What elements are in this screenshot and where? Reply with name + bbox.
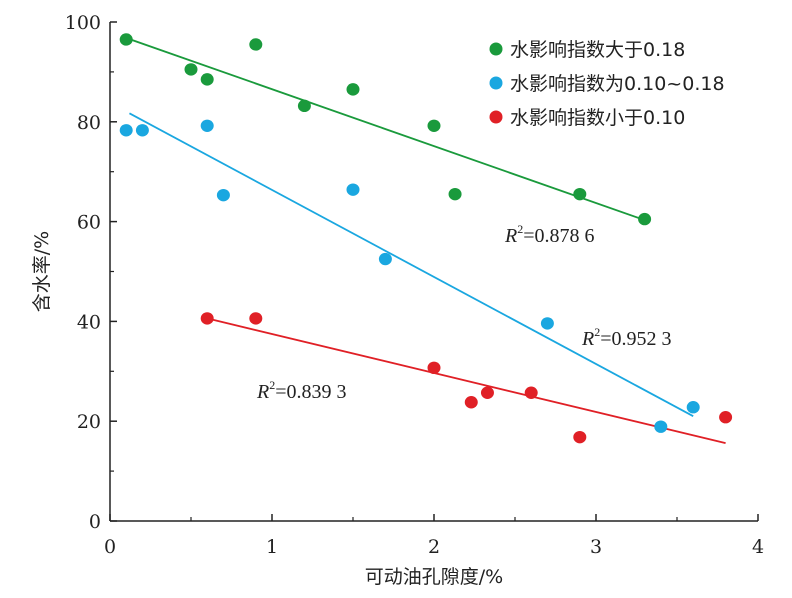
data-point-series-3 [249, 312, 263, 325]
x-tick-label: 4 [752, 536, 764, 558]
data-point-series-2 [135, 124, 149, 137]
data-point-series-1 [573, 187, 587, 201]
r-squared-label-series-1: R2=0.878 6 [504, 222, 595, 247]
data-point-series-3 [427, 361, 441, 375]
y-tick-label: 80 [77, 112, 101, 134]
data-point-series-1 [297, 99, 311, 113]
legend-marker-series-2 [489, 76, 503, 90]
data-point-series-1 [448, 187, 462, 201]
y-tick-label: 100 [65, 12, 101, 34]
y-tick-label: 20 [77, 411, 101, 433]
data-point-series-2 [686, 401, 700, 414]
x-tick-label: 2 [428, 536, 440, 558]
fit-line-series-2 [129, 112, 694, 418]
data-point-series-3 [200, 312, 214, 325]
fit-line-series-3 [206, 317, 726, 445]
data-point-series-2 [200, 119, 214, 132]
data-point-series-1 [638, 212, 652, 226]
x-tick-label: 0 [104, 536, 116, 558]
data-point-series-3 [719, 411, 733, 424]
data-point-series-3 [480, 386, 494, 399]
data-point-series-2 [119, 124, 133, 137]
data-point-series-3 [464, 396, 478, 409]
legend-label-series-2: 水影响指数为0.10~0.18 [510, 73, 725, 95]
data-point-series-1 [346, 83, 360, 96]
data-point-series-1 [427, 119, 441, 132]
x-axis-title: 可动油孔隙度/% [365, 566, 503, 588]
data-point-series-1 [200, 73, 214, 86]
data-point-series-1 [184, 63, 198, 76]
data-point-series-3 [524, 386, 538, 399]
data-point-series-1 [249, 38, 263, 51]
legend-label-series-1: 水影响指数大于0.18 [510, 39, 685, 61]
legend: 水影响指数大于0.18 水影响指数为0.10~0.18 水影响指数小于0.10 [489, 39, 725, 129]
data-point-series-2 [378, 252, 392, 266]
data-point-series-2 [216, 188, 230, 202]
data-point-series-3 [573, 430, 587, 444]
legend-marker-series-1 [489, 42, 503, 56]
y-tick-label: 60 [77, 212, 101, 234]
data-point-series-2 [540, 317, 554, 330]
y-axis-title: 含水率/% [31, 231, 53, 312]
r-squared-label-series-3: R2=0.839 3 [256, 378, 347, 403]
data-point-series-1 [119, 33, 133, 46]
x-tick-label: 1 [266, 536, 278, 558]
legend-label-series-3: 水影响指数小于0.10 [510, 107, 685, 129]
data-point-series-2 [346, 183, 360, 196]
fit-line-series-1 [125, 37, 645, 221]
r-squared-label-series-2: R2=0.952 3 [581, 325, 672, 350]
y-tick-label: 0 [89, 511, 101, 533]
x-tick-label: 3 [590, 536, 602, 558]
legend-marker-series-3 [489, 110, 503, 124]
y-tick-label: 40 [77, 311, 101, 333]
data-point-series-2 [654, 420, 668, 433]
